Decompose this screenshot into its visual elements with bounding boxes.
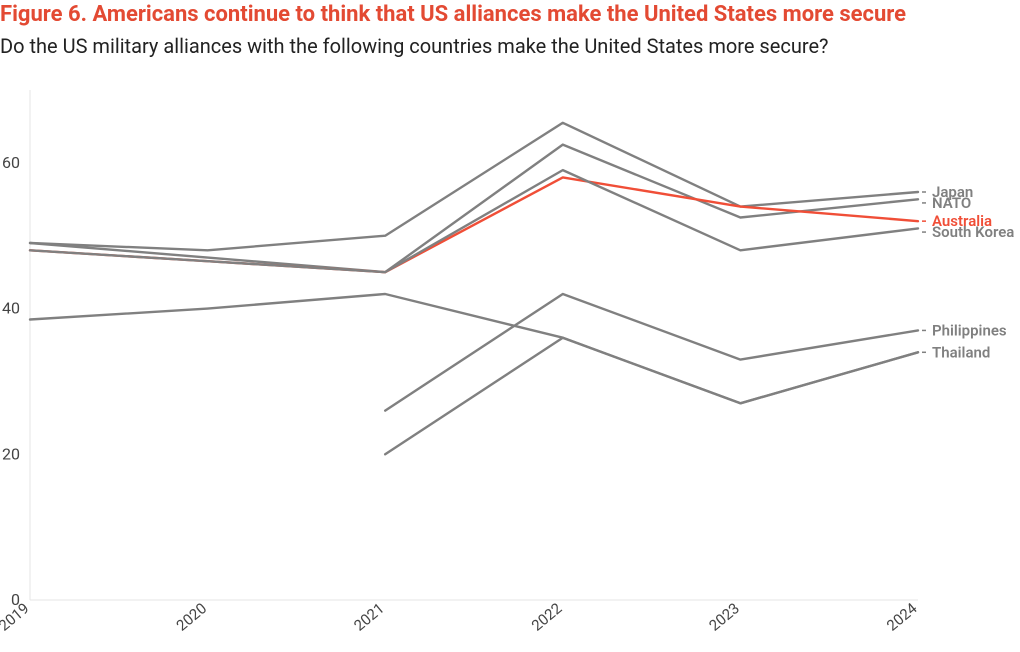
x-tick: 2022 [528,600,565,635]
x-tick-label: 2021 [350,600,387,635]
x-tick: 2023 [706,600,743,635]
x-tick-label: 2022 [528,600,565,635]
chart-svg: 0204060201920202021202220232024JapanNATO… [0,72,1020,652]
series-line-japan [30,123,918,251]
series-label-philippines: Philippines [932,322,1007,340]
line-chart: 0204060201920202021202220232024JapanNATO… [0,72,1020,652]
y-tick-label: 40 [2,299,20,318]
x-tick: 2024 [883,599,921,635]
series-line-thailand [30,294,918,403]
figure-title: Figure 6. Americans continue to think th… [0,0,1020,34]
series-line-nato [30,145,918,273]
x-tick-label: 2024 [883,599,921,635]
series-label-south-korea: South Korea [932,223,1014,241]
y-tick-label: 60 [2,153,20,172]
x-tick: 2021 [350,600,387,635]
series-line-_thailand_trailing [385,338,918,455]
figure-container: Figure 6. Americans continue to think th… [0,0,1020,650]
y-tick-label: 20 [2,445,20,464]
series-line-philippines [385,294,918,411]
x-tick-label: 2020 [173,600,210,635]
x-tick: 2019 [0,600,33,635]
x-tick-label: 2023 [706,600,743,635]
x-tick-label: 2019 [0,600,33,635]
series-label-thailand: Thailand [932,344,990,362]
series-label-nato: NATO [932,194,971,212]
figure-subtitle: Do the US military alliances with the fo… [0,34,1020,72]
x-tick: 2020 [173,600,210,635]
series-line-south-korea [30,171,918,273]
